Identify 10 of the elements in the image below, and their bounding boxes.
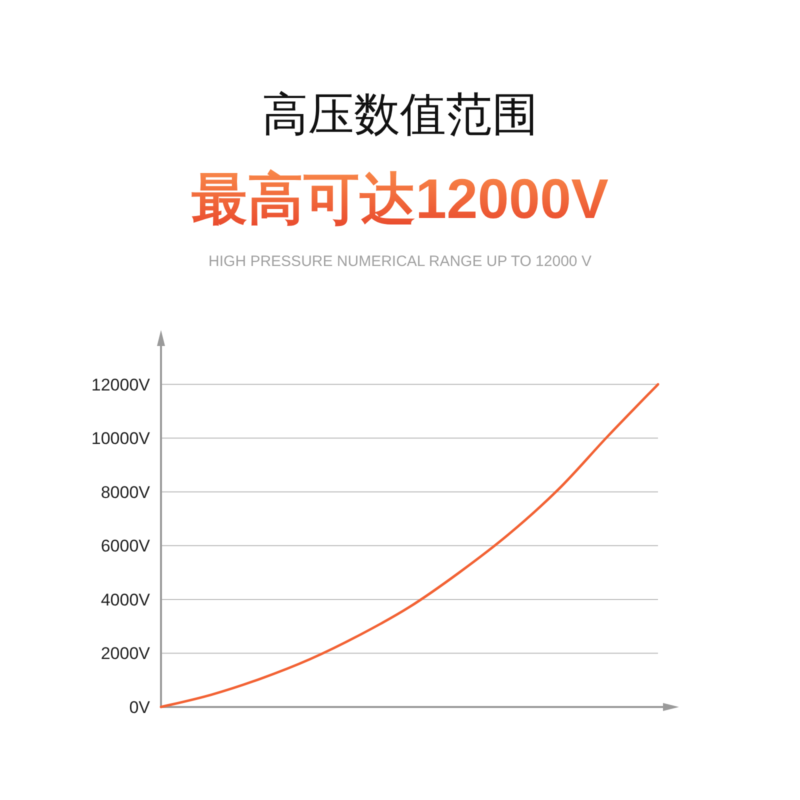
y-tick-label: 2000V [100,644,151,664]
y-tick-label: 6000V [100,536,151,556]
y-tick-label: 8000V [100,482,151,502]
title: 高压数值范围 [262,88,538,140]
y-tick-label: 0V [129,698,151,717]
subtitle: 最高可达12000V [191,167,609,230]
y-tick-label: 12000V [91,375,151,394]
y-tick-label: 4000V [100,590,151,610]
y-tick-label: 10000V [91,429,151,448]
annotation: HIGH PRESSURE NUMERICAL RANGE UP TO 12000 V [208,253,592,270]
